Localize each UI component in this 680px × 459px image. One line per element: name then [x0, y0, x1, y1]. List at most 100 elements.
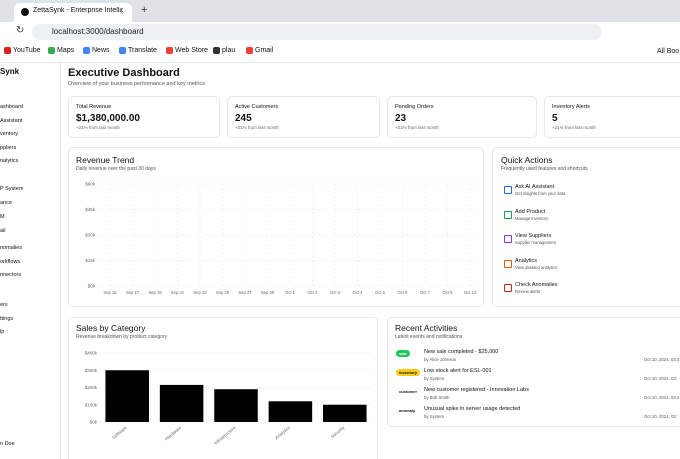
action-label[interactable]: Analytics — [515, 257, 538, 264]
tab-new[interactable]: + — [141, 4, 148, 16]
quick-actions-card — [492, 147, 680, 307]
brand: Synk — [0, 67, 20, 76]
bookmark-icon — [4, 47, 11, 54]
nav-item[interactable]: nomalies — [0, 245, 23, 251]
action-icon — [504, 259, 512, 268]
tab[interactable] — [14, 3, 132, 22]
tab-strip — [0, 0, 680, 22]
card-subtitle: Daily revenue over the past 30 days — [76, 166, 156, 172]
kpi-label: Inventory Alerts — [552, 104, 590, 110]
action-desc: Manage inventory — [515, 215, 549, 221]
nav-item[interactable]: orkflows — [0, 259, 21, 265]
action-label[interactable]: View Suppliers — [515, 233, 552, 239]
sidebar — [0, 63, 61, 459]
bookmark-icon — [213, 47, 220, 54]
kpi-value: 5 — [552, 113, 558, 124]
badge: inventory — [396, 369, 421, 376]
activity-time: Oct 10, 2024, 03:3 — [644, 357, 680, 362]
kpi-note: +21% from last month — [76, 125, 120, 130]
kpi-value: 23 — [395, 113, 407, 124]
bookmark[interactable]: Gmail — [255, 47, 274, 54]
action-icon — [504, 186, 512, 194]
bookmark-icon — [83, 47, 90, 54]
action-icon — [504, 210, 512, 219]
action-icon — [504, 284, 512, 292]
action-label[interactable]: Ask AI Assistant — [515, 184, 555, 190]
kpi-value: 245 — [235, 113, 252, 124]
address-bar[interactable] — [32, 24, 602, 40]
activity-text: New customer registered - Innovation Lab… — [424, 387, 529, 393]
activity-time: Oct 10, 2024, 03: — [644, 414, 677, 419]
badge: anomaly — [396, 407, 419, 414]
kpi-card — [544, 96, 680, 138]
activity-by: by Bob Smith — [424, 395, 450, 400]
nav-item[interactable]: P System — [0, 186, 24, 192]
nav-item[interactable]: ppliers — [0, 145, 17, 151]
card-title: Recent Activities — [395, 323, 458, 333]
tab-title[interactable]: ZettaSynk - Enterprise Intellig — [33, 7, 123, 14]
activity-by: by Alice Johnson — [424, 357, 457, 362]
badge: customer — [396, 388, 421, 395]
bookmark[interactable]: Web Store — [175, 47, 208, 54]
action-label[interactable]: Check Anomalies — [515, 282, 558, 288]
kpi-card — [68, 96, 220, 138]
bookmark[interactable]: YouTube — [13, 47, 41, 54]
card-title: Quick Actions — [501, 155, 553, 165]
card-subtitle: Latest events and notifications — [395, 334, 463, 340]
nav-item[interactable]: ail — [0, 228, 6, 234]
activities-card — [387, 317, 680, 427]
action-desc: Get insights from your data — [515, 191, 566, 196]
activity-time: Oct 10, 2024, 03: — [644, 376, 677, 381]
kpi-card — [227, 96, 380, 138]
activity-text: New sale completed - $25,000 — [424, 349, 499, 355]
activity-text: Low stock alert for ESL-001 — [424, 368, 492, 374]
nav-item[interactable]: ttings — [0, 316, 14, 322]
nav-item[interactable]: ers — [0, 302, 8, 308]
action-label[interactable]: Add Product — [515, 208, 546, 215]
kpi-card — [387, 96, 537, 138]
card-subtitle: Revenue breakdown by product category — [76, 334, 168, 340]
card-title: Revenue Trend — [76, 155, 135, 165]
bookmark-icon — [166, 47, 173, 54]
kpi-value: $1,380,000.00 — [76, 113, 140, 124]
kpi-note: +21% from last month — [235, 125, 279, 130]
badge: sale — [396, 350, 410, 357]
activity-by: by System — [424, 376, 445, 381]
bookmark-icon — [48, 47, 55, 54]
action-desc: Review alerts — [515, 289, 541, 294]
kpi-label: Total Revenue — [76, 104, 112, 110]
kpi-note: +21% from last month — [552, 125, 596, 130]
nav-item[interactable]: Assistant — [0, 118, 23, 124]
reload-button[interactable]: ↻ — [16, 25, 25, 36]
user-name: n Doe — [0, 441, 15, 447]
tab-favicon — [21, 8, 29, 16]
action-desc: View detailed analytics — [515, 264, 558, 270]
revenue-card — [68, 147, 484, 307]
nav-item[interactable]: nalytics — [0, 158, 19, 164]
bookmark[interactable]: Maps — [57, 47, 75, 54]
kpi-note: +21% from last month — [395, 125, 439, 130]
page-subtitle: Overview of your business performance an… — [68, 81, 205, 87]
nav-item[interactable]: ance — [0, 200, 12, 206]
bookmark-icon — [246, 47, 253, 54]
url[interactable]: localhost:3000/dashboard — [52, 27, 144, 36]
nav-item[interactable]: ashboard — [0, 104, 23, 110]
all-bookmarks[interactable]: All Boo — [657, 48, 680, 55]
nav-item[interactable]: nnectors — [0, 272, 22, 278]
nav-item[interactable]: M — [0, 214, 5, 220]
page-title: Executive Dashboard — [68, 67, 180, 79]
nav-item[interactable]: lp — [0, 329, 5, 335]
activity-by: by System — [424, 414, 445, 419]
nav-item[interactable]: ventory — [0, 131, 19, 137]
action-icon — [504, 235, 512, 243]
kpi-label: Active Customers — [235, 104, 279, 110]
card-title: Sales by Category — [76, 323, 146, 333]
bookmark-icon — [119, 47, 126, 54]
bookmark[interactable]: News — [92, 47, 110, 54]
activity-time: Oct 10, 2024, 03:4 — [644, 395, 680, 400]
bookmark[interactable]: plau — [222, 47, 236, 54]
bookmark[interactable]: Translate — [128, 47, 157, 54]
card-subtitle: Frequently used features and shortcuts — [501, 166, 588, 172]
